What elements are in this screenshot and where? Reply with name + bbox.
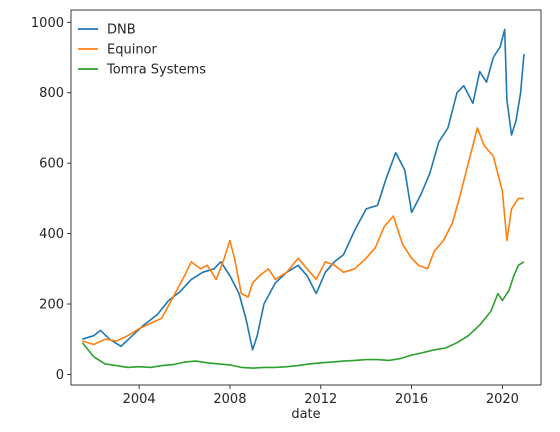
- x-tick-label: 2020: [486, 392, 519, 407]
- y-tick-label: 0: [56, 368, 64, 383]
- y-axis: 0 200 400 600 800 1000: [31, 16, 71, 383]
- plot-background: [71, 10, 541, 385]
- series-line-tomra-systems: [81, 261, 525, 369]
- x-axis: 2004 2008 2012 2016 2020: [123, 385, 519, 407]
- x-tick-label: 2004: [123, 392, 156, 407]
- series-layer: [81, 28, 525, 369]
- legend-label-tomra-systems: Tomra Systems: [106, 63, 206, 78]
- x-tick-label: 2008: [213, 392, 246, 407]
- y-tick-label: 1000: [31, 16, 64, 31]
- y-tick-label: 400: [39, 227, 64, 242]
- legend-label-equinor: Equinor: [107, 43, 158, 58]
- x-tick-label: 2016: [395, 392, 428, 407]
- legend-label-dnb: DNB: [107, 23, 136, 38]
- y-tick-label: 800: [39, 86, 64, 101]
- y-tick-label: 600: [39, 157, 64, 172]
- x-tick-label: 2012: [304, 392, 337, 407]
- series-line-equinor: [82, 127, 524, 346]
- y-tick-label: 200: [39, 298, 64, 313]
- legend: DNB Equinor Tomra Systems: [78, 23, 206, 78]
- x-axis-label: date: [291, 407, 320, 422]
- plot-frame: [70, 9, 542, 386]
